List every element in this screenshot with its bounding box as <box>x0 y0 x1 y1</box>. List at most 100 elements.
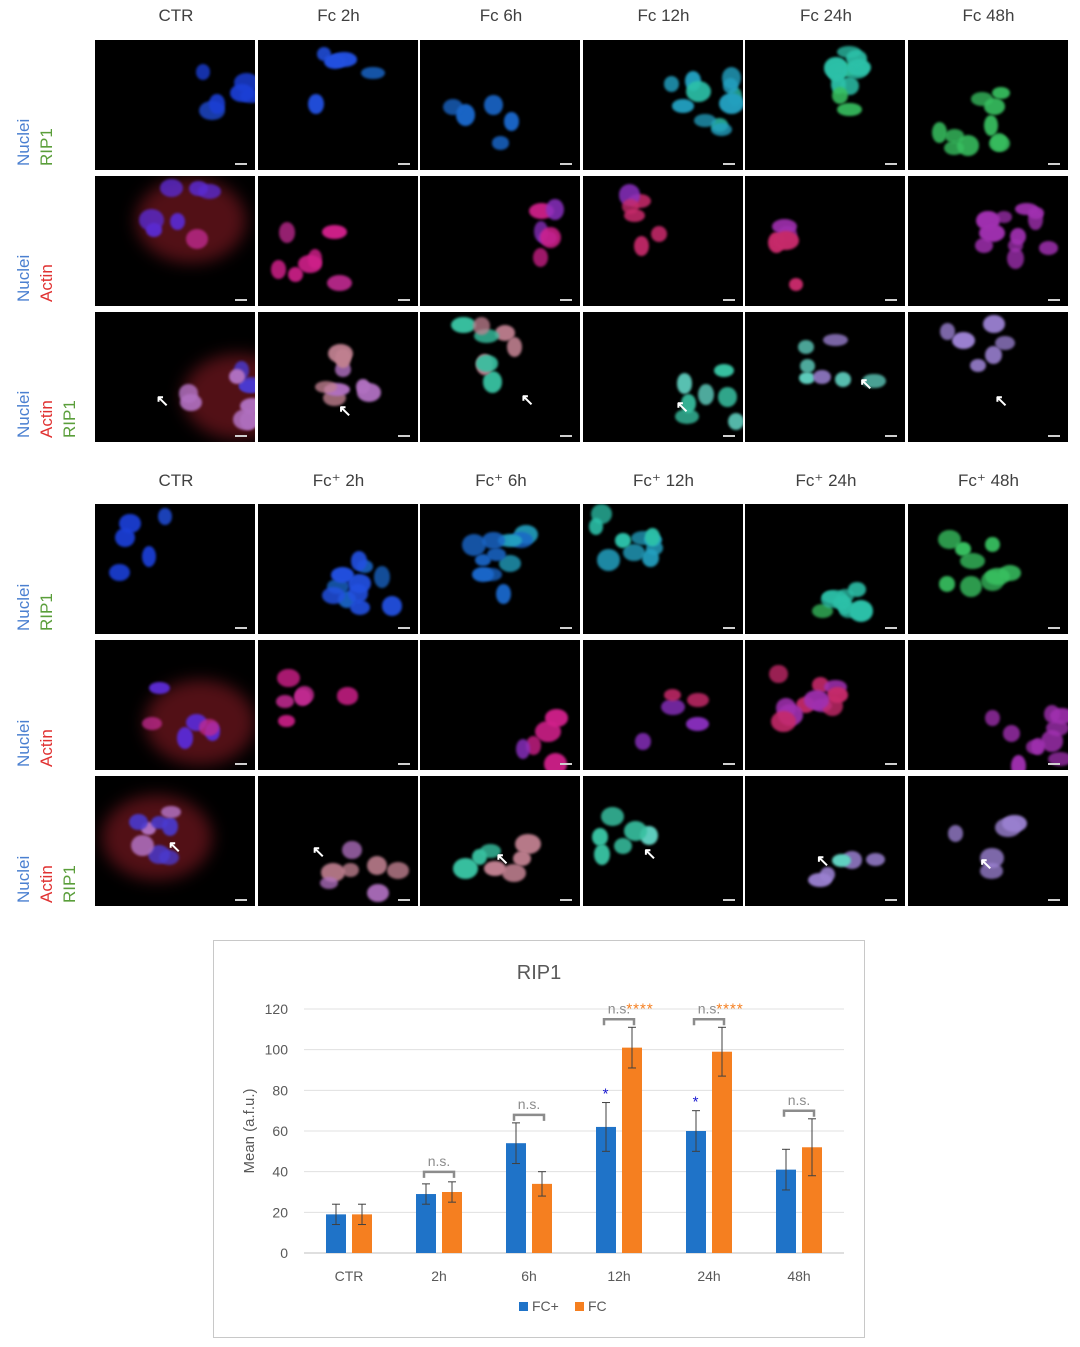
column-header: Fc 2h <box>317 6 360 25</box>
ns-label: n.s. <box>428 1153 451 1169</box>
row-label-text: Nuclei <box>14 390 33 438</box>
micrograph-cell <box>420 176 580 306</box>
scale-bar <box>1047 299 1060 301</box>
column-header: Fc 12h <box>637 6 690 25</box>
scale-bar <box>560 899 572 901</box>
arrow-icon: ↖ <box>338 402 352 420</box>
micrograph-cell: ↖ <box>257 312 418 442</box>
y-tick-label: 0 <box>280 1245 288 1261</box>
row-label: Nuclei Actin RIP1 <box>0 777 90 907</box>
column-header: Fc 24h <box>800 6 852 25</box>
scale-bar <box>397 627 410 629</box>
row-label: Nuclei Actin <box>0 641 90 771</box>
arrow-icon: ↖ <box>675 398 689 416</box>
scale-bar <box>235 435 247 437</box>
arrow-icon: ↖ <box>643 846 657 864</box>
x-tick-label: 48h <box>787 1268 810 1284</box>
scale-bar <box>885 163 897 165</box>
scale-bar <box>235 899 247 901</box>
bar-fc <box>622 1047 642 1253</box>
micrograph-cell <box>745 176 905 306</box>
significance-stars: * <box>693 1094 700 1111</box>
arrow-icon: ↖ <box>979 856 993 874</box>
chart-title: RIP1 <box>517 962 561 984</box>
y-tick-label: 120 <box>265 1001 289 1017</box>
y-tick-label: 80 <box>272 1082 288 1098</box>
micrograph-cell <box>582 640 743 770</box>
micrograph-cell: ↖ <box>907 776 1068 906</box>
row-label-text: Nuclei <box>14 118 33 166</box>
x-tick-label: CTR <box>335 1268 364 1284</box>
micrograph-cell: ↖ <box>420 312 580 442</box>
column-header: Fc⁺ 48h <box>958 471 1019 490</box>
y-tick-label: 40 <box>272 1164 288 1180</box>
micrograph-cell <box>95 640 255 770</box>
row-label-text: Nuclei <box>14 254 33 302</box>
legend-swatch <box>575 1302 584 1311</box>
scale-bar <box>1047 899 1060 901</box>
micrograph-cell <box>257 40 418 170</box>
row-label: Nuclei Actin RIP1 <box>0 312 90 442</box>
micrograph-cell <box>420 40 580 170</box>
row-label-text: Nuclei <box>14 583 33 631</box>
bottom-column-headers: CTR Fc⁺ 2h Fc⁺ 6h Fc⁺ 12h Fc⁺ 24h Fc⁺ 48h <box>95 471 1070 505</box>
scale-bar <box>722 299 735 301</box>
significance-stars: **** <box>626 1000 653 1017</box>
scale-bar <box>1047 627 1060 629</box>
micrograph-cell <box>745 40 905 170</box>
row-label-text: Nuclei <box>14 855 33 903</box>
micrograph-cell: ↖ <box>907 312 1068 442</box>
row-label-text: Actin <box>37 729 56 767</box>
micrograph-cell <box>582 176 743 306</box>
column-header: Fc⁺ 24h <box>795 471 857 490</box>
column-header: CTR <box>158 6 194 25</box>
ns-label: n.s. <box>788 1092 811 1108</box>
x-tick-label: 12h <box>607 1268 630 1284</box>
bar-fc-plus <box>326 1214 346 1253</box>
scale-bar <box>235 299 247 301</box>
scale-bar <box>397 435 410 437</box>
micrograph-cell <box>95 504 255 634</box>
micrograph-cell <box>907 640 1068 770</box>
micrograph-cell <box>907 40 1068 170</box>
micrograph-cell: ↖ <box>582 312 743 442</box>
scale-bar <box>722 899 735 901</box>
row-label-text: Actin <box>37 400 56 438</box>
ns-bracket <box>512 1113 546 1121</box>
micrograph-cell <box>582 504 743 634</box>
ns-bracket <box>422 1170 456 1178</box>
row-label-text: Actin <box>37 264 56 302</box>
scale-bar <box>722 763 735 765</box>
bar-fc-plus <box>416 1194 436 1253</box>
significance-stars: **** <box>716 1000 743 1017</box>
scale-bar <box>560 435 572 437</box>
bar-fc-plus <box>686 1131 706 1253</box>
micrograph-cell: ↖ <box>745 776 905 906</box>
legend-label: FC+ <box>532 1298 559 1314</box>
row-label: Nuclei Actin <box>0 176 90 306</box>
row-label-text: RIP1 <box>60 865 79 903</box>
row-label-text: Nuclei <box>14 719 33 767</box>
y-tick-label: 20 <box>272 1204 288 1220</box>
scale-bar <box>397 299 410 301</box>
arrow-icon: ↖ <box>495 851 509 869</box>
scale-bar <box>235 163 247 165</box>
arrow-icon: ↖ <box>816 853 830 871</box>
scale-bar <box>722 435 735 437</box>
ns-label: n.s. <box>698 1000 721 1016</box>
x-tick-label: 24h <box>697 1268 720 1284</box>
arrow-icon: ↖ <box>994 392 1008 410</box>
micrograph-cell: ↖ <box>95 776 255 906</box>
legend-swatch <box>519 1302 528 1311</box>
arrow-icon: ↖ <box>520 392 534 410</box>
micrograph-cell <box>95 176 255 306</box>
top-microscopy-panel: CTR Fc 2h Fc 6h Fc 12h Fc 24h Fc 48h Nuclei RI… <box>0 0 1080 445</box>
scale-bar <box>560 763 572 765</box>
column-header: Fc 6h <box>479 6 523 25</box>
top-image-grid: ↖ ↖ ↖ ↖ ↖ ↖ <box>95 40 1070 442</box>
scale-bar <box>397 163 410 165</box>
micrograph-cell <box>745 640 905 770</box>
ns-bracket <box>602 1018 636 1026</box>
scale-bar <box>1047 435 1060 437</box>
scale-bar <box>560 627 572 629</box>
